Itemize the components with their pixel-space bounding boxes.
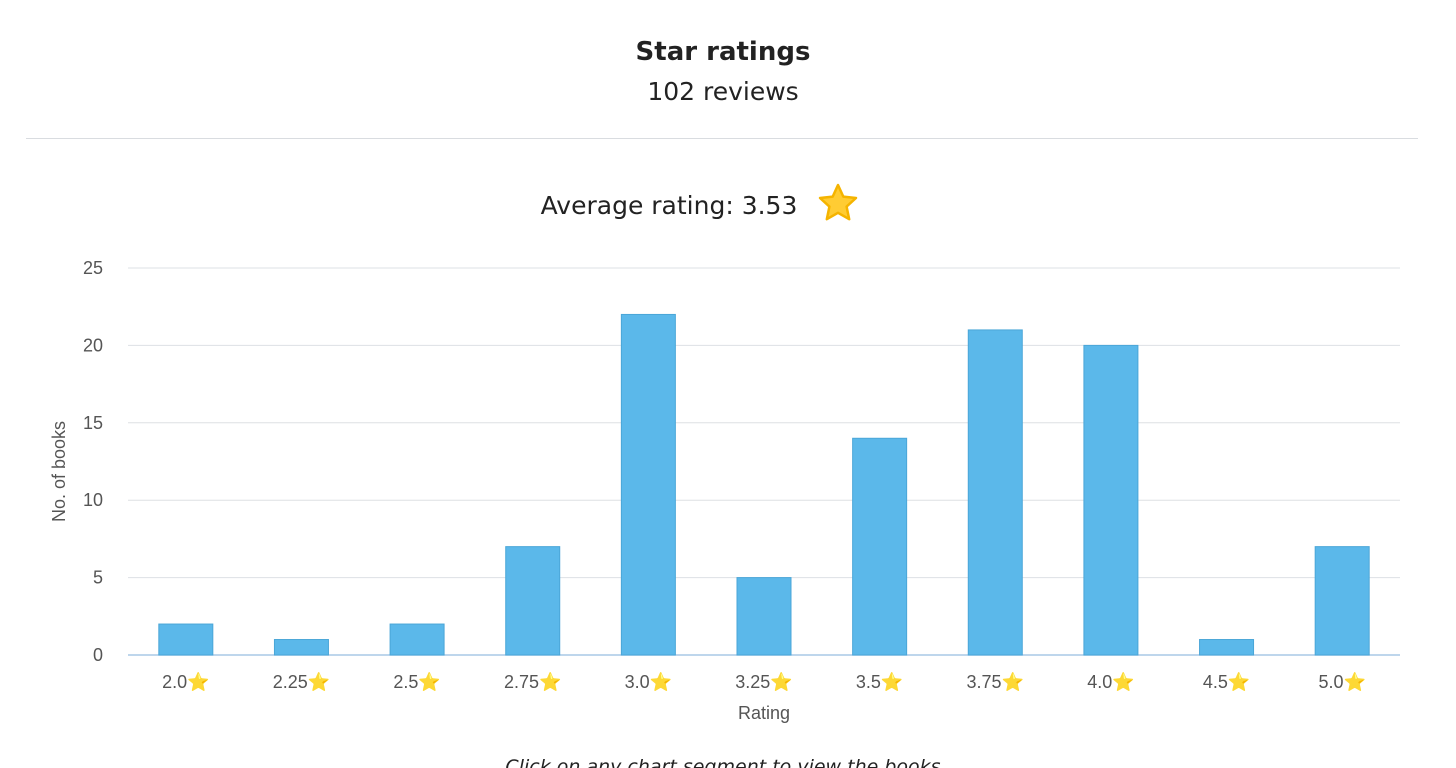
- bar[interactable]: [505, 546, 561, 656]
- x-tick-label: 5.0⭐: [1318, 671, 1365, 692]
- x-tick-label: 4.5⭐: [1203, 671, 1250, 692]
- bar[interactable]: [852, 437, 908, 656]
- bar[interactable]: [389, 623, 445, 656]
- average-rating: Average rating: 3.53: [0, 182, 1400, 230]
- x-tick-label: 2.25⭐: [273, 671, 330, 692]
- x-tick-label: 3.75⭐: [967, 671, 1024, 692]
- y-axis-ticks: 0 5 10 15 20 25: [83, 258, 103, 665]
- y-tick-label: 5: [93, 568, 103, 588]
- bar[interactable]: [158, 623, 214, 656]
- x-axis-label: Rating: [738, 703, 790, 723]
- y-tick-label: 15: [83, 413, 103, 433]
- bar[interactable]: [967, 329, 1023, 656]
- x-tick-label: 4.0⭐: [1087, 671, 1134, 692]
- y-tick-label: 20: [83, 335, 103, 355]
- bar[interactable]: [1083, 344, 1139, 656]
- header-divider: [26, 138, 1418, 139]
- x-axis-ticks: 2.0⭐ 2.25⭐ 2.5⭐ 2.75⭐ 3.0⭐ 3.25⭐ 3.5⭐ 3.75⭐ 4.0⭐…: [162, 671, 1366, 692]
- y-axis-label: No. of books: [49, 421, 69, 522]
- bar[interactable]: [1314, 546, 1370, 656]
- x-tick-label: 3.5⭐: [856, 671, 903, 692]
- chart-header: Star ratings 102 reviews: [0, 30, 1446, 110]
- bars: [158, 313, 1370, 656]
- y-tick-label: 0: [93, 645, 103, 665]
- y-tick-label: 25: [83, 258, 103, 278]
- x-tick-label: 2.75⭐: [504, 671, 561, 692]
- y-tick-label: 10: [83, 490, 103, 510]
- x-tick-label: 3.0⭐: [625, 671, 672, 692]
- x-tick-label: 3.25⭐: [735, 671, 792, 692]
- review-count: 102 reviews: [647, 77, 799, 106]
- x-tick-label: 2.0⭐: [162, 671, 209, 692]
- bar[interactable]: [273, 639, 329, 656]
- chart-title: Star ratings: [635, 37, 811, 67]
- bar[interactable]: [736, 577, 792, 656]
- x-tick-label: 2.5⭐: [393, 671, 440, 692]
- rating-bar-chart: 0 5 10 15 20 25 2.0⭐ 2.25⭐ 2.5⭐ 2.75⭐ 3.0⭐ 3.25⭐ 3.…: [49, 258, 1400, 723]
- bar[interactable]: [620, 313, 676, 656]
- bar[interactable]: [1199, 639, 1255, 656]
- chart-hint: Click on any chart segment to view the b…: [505, 756, 941, 768]
- average-rating-label: Average rating: 3.53: [540, 191, 798, 220]
- star-icon: [819, 183, 858, 221]
